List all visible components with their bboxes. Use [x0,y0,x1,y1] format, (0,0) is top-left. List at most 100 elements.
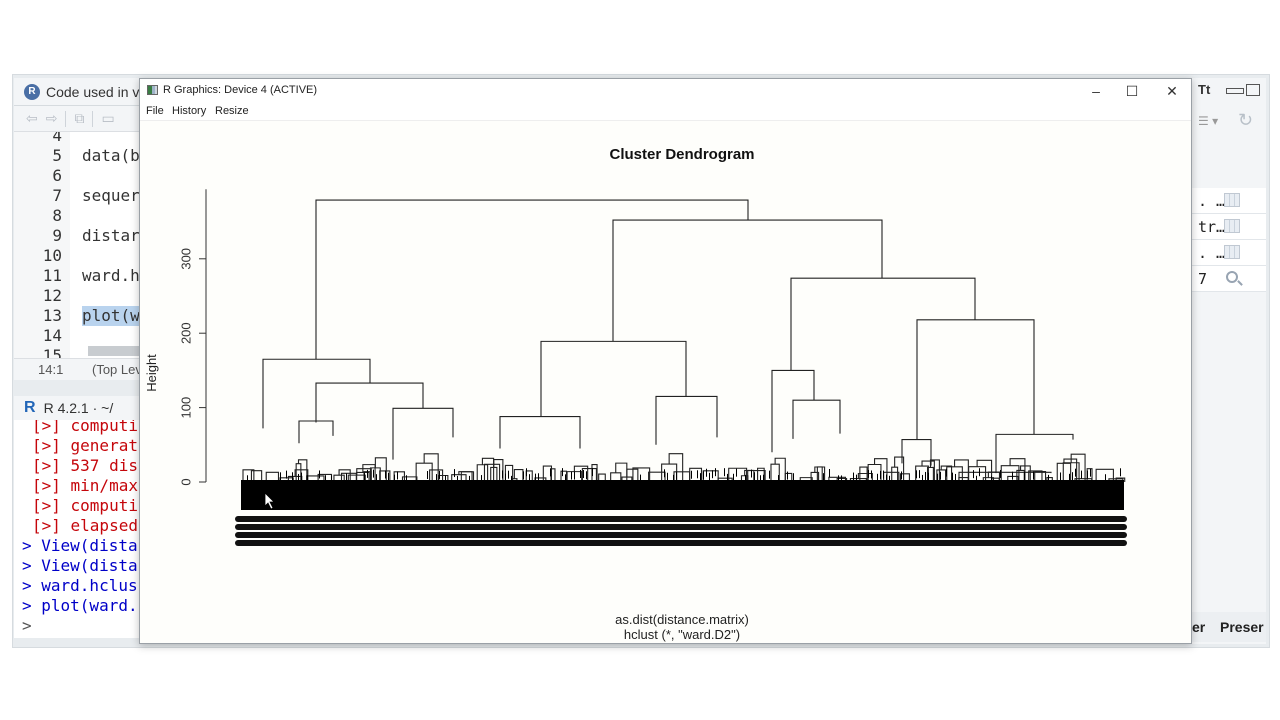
line-number: 8 [52,206,62,225]
list-view-icon[interactable]: ☰ ▾ [1198,114,1219,128]
minimize-button[interactable]: – [1092,83,1100,99]
line-number-gutter [14,132,70,358]
environment-pane: Tt ☰ ▾ ↻ . … tr… . … 7 [1192,78,1266,644]
search-icon[interactable] [1226,271,1238,283]
minimize-pane-icon[interactable] [1226,88,1244,94]
code-line[interactable]: 5 data(b [14,146,140,166]
code-line[interactable]: 9 distar [14,226,140,246]
menu-history[interactable]: History [172,105,207,117]
line-number: 7 [52,186,62,205]
forward-arrow-icon[interactable]: ⇨ [45,110,58,126]
source-tab-label: Code used in v [46,83,140,100]
toolbar-divider [92,110,94,127]
console-message: [>] elapsed [32,516,138,535]
close-button[interactable]: ✕ [1166,83,1178,99]
code-line[interactable]: 10 [14,246,140,266]
console-message: [>] min/max [32,476,138,495]
code-line[interactable]: 7 sequer [14,186,140,206]
line-number: 10 [42,246,62,265]
environment-row-text: . … [1198,192,1226,210]
tab-presentation[interactable]: Preser [1220,619,1264,635]
code-text: ward.h [82,266,140,285]
environment-row[interactable]: . … [1192,240,1266,266]
right-header-glyph: Tt [1198,82,1211,97]
graphics-window-title: R Graphics: Device 4 (ACTIVE) [163,84,318,96]
console-command: > View(dista [22,556,138,575]
code-line[interactable]: 11 ward.h [14,266,140,286]
svg-text:300: 300 [178,248,193,270]
console-command: > View(dista [22,536,138,555]
horizontal-scrollbar[interactable] [88,346,140,356]
grid-icon[interactable] [1224,245,1240,259]
maximize-pane-icon[interactable] [1246,84,1260,96]
r-graphics-app-icon [147,85,158,95]
console-message: [>] computi [32,496,138,515]
console-message: [>] computi [32,420,138,435]
cursor-position: 14:1 [38,362,64,377]
code-line[interactable]: 13 plot(w [14,306,140,326]
tab-viewer[interactable]: er [1192,619,1206,635]
environment-row-text: 7 [1198,270,1208,288]
code-line[interactable]: 14 [14,326,140,346]
code-text: sequer [82,186,140,205]
environment-row-text: tr… [1198,218,1226,236]
console-header: R R 4.2.1 · ~/ [14,396,140,420]
maximize-button[interactable]: ☐ [1125,83,1139,99]
x-axis-label: as.dist(distance.matrix) [615,612,749,627]
line-number: 11 [42,266,62,285]
viewer-tabs: er Preser [1192,612,1266,642]
code-line[interactable]: 6 [14,166,140,186]
environment-row-text: . … [1198,244,1226,262]
scope-selector[interactable]: (Top Lev [92,362,142,377]
mouse-cursor-icon [264,492,275,510]
console-message: [>] 537 dis [32,456,138,475]
dendrogram-plot: Cluster Dendrogram Height 0 100 200 300 as.… [144,146,1127,642]
code-text: data(b [82,146,140,165]
line-number: 4 [52,132,62,145]
code-line[interactable]: 12 [14,286,140,306]
code-line[interactable]: 4 [14,132,140,146]
editor-status-bar: 14:1 (Top Lev [14,358,142,380]
toolbar-divider [65,110,67,127]
show-in-window-icon[interactable]: ⧉ [74,110,85,126]
console[interactable]: [>] computi [>] generat [>] 537 dis [>] min… [14,420,140,638]
environment-row[interactable]: tr… [1192,214,1266,240]
save-icon[interactable]: ▭ [101,110,115,126]
code-editor[interactable]: 4 5 data(b 6 7 sequer 8 9 distar 10 11 ward.h 12 13 pl… [14,132,140,358]
refresh-icon[interactable]: ↻ [1238,110,1254,130]
r-graphics-window: R Graphics: Device 4 (ACTIVE) – ☐ ✕ File… [139,78,1192,644]
back-arrow-icon[interactable]: ⇦ [26,110,38,126]
code-line[interactable]: 15 [14,346,140,358]
r-file-icon: R [24,83,40,100]
code-line[interactable]: 8 [14,206,140,226]
graphics-title-bar: R Graphics: Device 4 (ACTIVE) – ☐ ✕ [140,79,1191,101]
chart-title: Cluster Dendrogram [609,146,754,163]
grid-icon[interactable] [1224,193,1240,207]
console-prompt[interactable]: > [22,616,32,635]
code-text: distar [82,226,140,245]
x-axis-sublabel: hclust (*, "ward.D2") [624,627,740,642]
line-number: 15 [42,346,62,358]
line-number: 14 [42,326,62,345]
environment-row[interactable]: . … [1192,188,1266,214]
dendrogram-leaves [235,468,1127,546]
r-logo-icon: R [24,399,36,416]
y-tick-labels: 0 100 200 300 [178,248,193,486]
svg-text:0: 0 [178,478,193,485]
environment-row[interactable]: 7 [1192,266,1266,292]
line-number: 6 [52,166,62,185]
dendrogram-branches [242,199,1126,482]
source-toolbar: ⇦ ⇨ ⧉ ▭ [14,106,140,132]
svg-text:100: 100 [178,397,193,419]
y-axis [199,189,207,483]
line-number: 5 [52,146,62,165]
code-text: plot(w [82,306,140,326]
console-command: > ward.hclus [22,576,138,595]
line-number: 13 [42,306,62,325]
source-tab[interactable]: R Code used in v [14,78,140,106]
menu-file[interactable]: File [146,105,164,117]
grid-icon[interactable] [1224,219,1240,233]
menu-resize[interactable]: Resize [215,105,249,117]
graphics-menu-bar: File History Resize [140,101,1191,121]
